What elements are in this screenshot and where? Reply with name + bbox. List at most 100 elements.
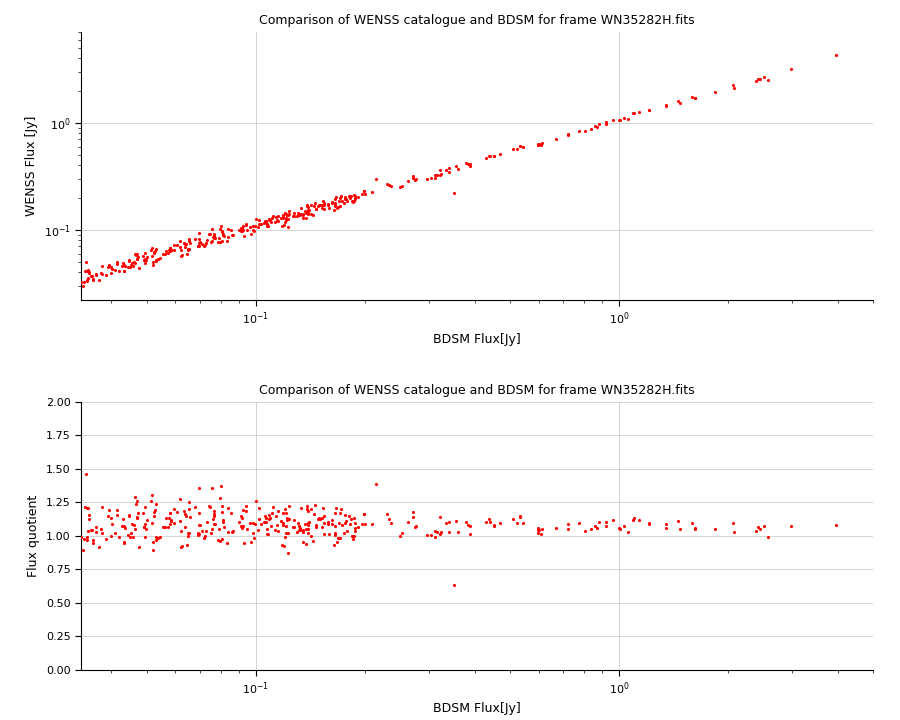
Point: [306, 200, 320, 212]
Point: [338, 193, 353, 204]
Point: [192, 520, 206, 531]
Point: [320, 198, 335, 210]
Point: [179, 238, 194, 250]
Title: Comparison of WENSS catalogue and BDSM for frame WN35282H.fits: Comparison of WENSS catalogue and BDSM f…: [259, 384, 695, 397]
Point: [279, 508, 293, 519]
Point: [158, 245, 173, 256]
Point: [92, 274, 106, 286]
Point: [114, 260, 129, 271]
Point: [708, 86, 723, 98]
Point: [177, 505, 192, 517]
Point: [304, 199, 319, 211]
Point: [213, 481, 228, 492]
Point: [328, 194, 342, 205]
Point: [214, 500, 229, 512]
Point: [343, 192, 357, 204]
Point: [116, 258, 130, 269]
Point: [203, 527, 218, 539]
Point: [451, 526, 465, 537]
Point: [320, 516, 335, 528]
Point: [110, 509, 124, 521]
Point: [442, 163, 456, 174]
Point: [428, 531, 442, 543]
Point: [264, 216, 278, 228]
Point: [137, 254, 151, 266]
Point: [252, 215, 266, 226]
Point: [86, 537, 100, 549]
Point: [328, 199, 343, 211]
Point: [341, 190, 356, 202]
Point: [217, 230, 231, 242]
Point: [506, 143, 520, 155]
Point: [299, 207, 313, 218]
Point: [598, 521, 613, 532]
Point: [492, 518, 507, 529]
Point: [346, 530, 361, 541]
Point: [424, 172, 438, 184]
Point: [535, 523, 549, 534]
Point: [173, 241, 187, 253]
Point: [688, 523, 702, 534]
Point: [451, 163, 465, 174]
Point: [276, 517, 291, 528]
Point: [578, 526, 592, 537]
Point: [344, 191, 358, 202]
Point: [104, 513, 119, 524]
Point: [280, 209, 294, 220]
Point: [112, 265, 127, 276]
Point: [302, 201, 316, 212]
Point: [137, 522, 151, 534]
Point: [487, 150, 501, 162]
Point: [482, 513, 496, 524]
Point: [428, 170, 443, 181]
Point: [659, 518, 673, 530]
Point: [192, 238, 206, 249]
Point: [145, 243, 159, 254]
Point: [286, 210, 301, 221]
Point: [163, 242, 177, 253]
Point: [208, 518, 222, 530]
Point: [81, 271, 95, 283]
Point: [749, 525, 763, 536]
Point: [406, 172, 420, 184]
Point: [343, 518, 357, 530]
Point: [205, 222, 220, 234]
Point: [509, 517, 524, 528]
Point: [320, 518, 335, 529]
Point: [151, 532, 166, 544]
Point: [280, 513, 294, 524]
Point: [688, 523, 703, 534]
Point: [89, 526, 104, 537]
Point: [282, 209, 296, 220]
Point: [626, 108, 640, 120]
Point: [164, 244, 178, 256]
Point: [254, 219, 268, 230]
Point: [271, 216, 285, 228]
Point: [670, 516, 685, 527]
Point: [321, 528, 336, 539]
Point: [281, 513, 295, 525]
Point: [438, 164, 453, 176]
Point: [192, 508, 206, 519]
Point: [330, 533, 345, 544]
Point: [208, 233, 222, 244]
Point: [301, 527, 315, 539]
Point: [237, 230, 251, 241]
Point: [534, 140, 548, 151]
Point: [688, 92, 703, 104]
Point: [621, 113, 635, 125]
Point: [101, 510, 115, 522]
Point: [243, 222, 257, 233]
Point: [606, 114, 620, 125]
Point: [355, 189, 369, 200]
Point: [330, 201, 345, 212]
Point: [329, 192, 344, 203]
Point: [282, 500, 296, 512]
Point: [259, 512, 274, 523]
Point: [292, 524, 307, 536]
Point: [561, 130, 575, 141]
Point: [238, 217, 253, 229]
Point: [104, 266, 118, 278]
Point: [237, 537, 251, 549]
Point: [286, 521, 301, 533]
